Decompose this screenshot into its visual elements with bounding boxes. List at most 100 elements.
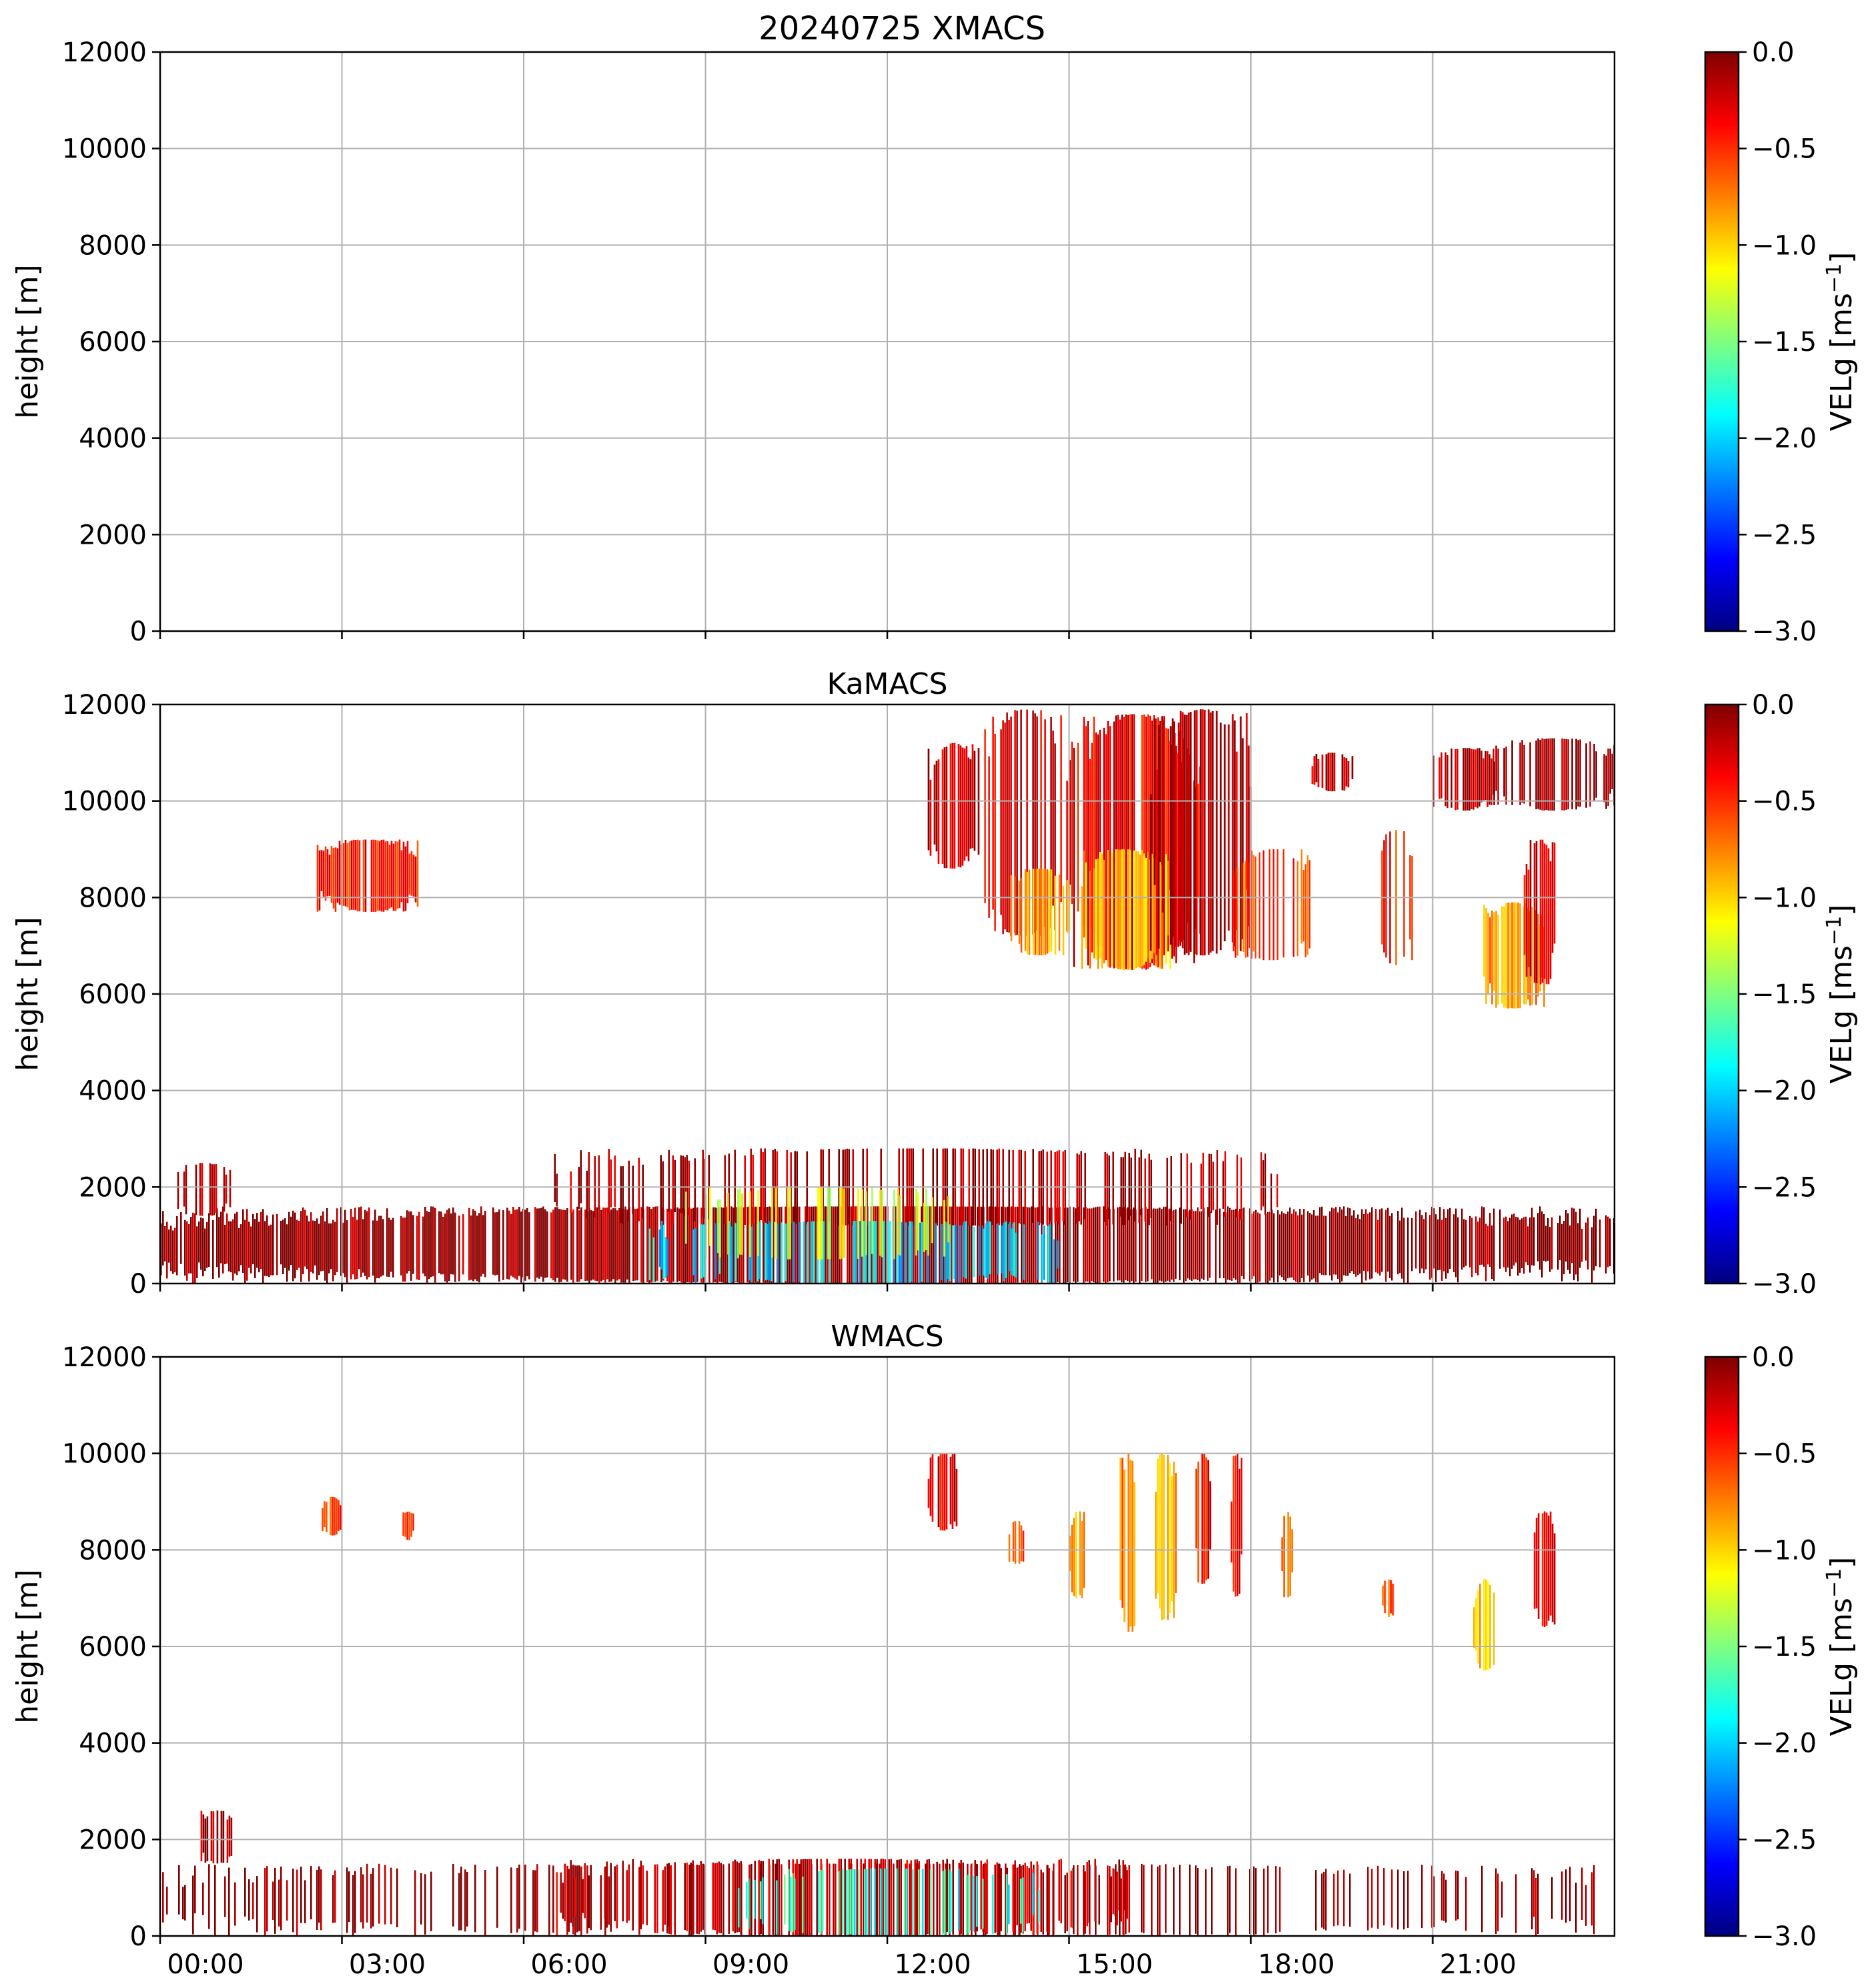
velocity-column bbox=[310, 1212, 312, 1272]
velocity-column bbox=[1513, 1213, 1515, 1266]
velocity-column bbox=[528, 1212, 530, 1280]
velocity-column bbox=[1115, 849, 1117, 968]
velocity-column bbox=[1085, 1207, 1087, 1282]
velocity-column bbox=[971, 1875, 974, 1931]
velocity-column bbox=[696, 1865, 698, 1934]
velocity-column bbox=[1429, 1215, 1431, 1280]
velocity-column bbox=[1531, 907, 1533, 1005]
velocity-column bbox=[602, 1207, 604, 1280]
velocity-column bbox=[1487, 1225, 1489, 1265]
velocity-column bbox=[1539, 839, 1542, 985]
velocity-column bbox=[1030, 1861, 1032, 1931]
velocity-column bbox=[350, 1209, 352, 1280]
velocity-column bbox=[905, 1869, 908, 1936]
velocity-column bbox=[919, 1222, 921, 1283]
velocity-column bbox=[1110, 1876, 1112, 1923]
velocity-column bbox=[444, 1213, 446, 1282]
velocity-column bbox=[610, 1209, 612, 1282]
velocity-column bbox=[1040, 1869, 1042, 1932]
velocity-column bbox=[921, 1221, 923, 1282]
velocity-column bbox=[1495, 1868, 1497, 1935]
velocity-column bbox=[804, 1859, 806, 1936]
velocity-column bbox=[987, 1221, 989, 1280]
velocity-column bbox=[228, 1221, 230, 1272]
velocity-column bbox=[718, 1861, 720, 1933]
velocity-column bbox=[1143, 1865, 1145, 1933]
velocity-column bbox=[300, 1211, 302, 1282]
velocity-column bbox=[1044, 869, 1047, 955]
velocity-column bbox=[1012, 1865, 1014, 1932]
velocity-column bbox=[334, 1497, 336, 1536]
velocity-column bbox=[963, 748, 966, 861]
velocity-column bbox=[440, 1211, 442, 1275]
velocity-column bbox=[446, 1209, 448, 1284]
velocity-column bbox=[816, 1859, 818, 1936]
velocity-column bbox=[975, 1876, 978, 1927]
velocity-column bbox=[1159, 1865, 1161, 1935]
velocity-column bbox=[1425, 1212, 1427, 1270]
velocity-column bbox=[462, 1214, 464, 1275]
velocity-column bbox=[1036, 1861, 1038, 1934]
velocity-column bbox=[674, 1159, 676, 1212]
velocity-column bbox=[1165, 854, 1167, 965]
velocity-column bbox=[1023, 1224, 1025, 1280]
velocity-column bbox=[484, 1870, 486, 1935]
velocity-column bbox=[398, 839, 401, 909]
velocity-column bbox=[430, 1871, 432, 1931]
velocity-column bbox=[1311, 766, 1314, 785]
velocity-column bbox=[1483, 905, 1485, 977]
velocity-column bbox=[1116, 1871, 1118, 1926]
velocity-column bbox=[1194, 710, 1196, 954]
velocity-column bbox=[1081, 1521, 1083, 1598]
velocity-column bbox=[929, 1869, 932, 1936]
velocity-column bbox=[612, 1208, 614, 1280]
velocity-column bbox=[1443, 1209, 1445, 1272]
velocity-column bbox=[1105, 1209, 1107, 1284]
velocity-column bbox=[286, 1224, 288, 1282]
velocity-column bbox=[250, 1226, 252, 1274]
velocity-column bbox=[1133, 851, 1135, 970]
velocity-column bbox=[709, 1187, 711, 1246]
velocity-column bbox=[164, 1226, 166, 1262]
echo-region bbox=[1493, 738, 1614, 811]
velocity-column bbox=[720, 1863, 722, 1934]
velocity-column bbox=[1569, 1225, 1571, 1274]
velocity-column bbox=[372, 839, 375, 912]
velocity-column bbox=[1200, 709, 1202, 956]
velocity-column bbox=[342, 843, 345, 906]
velocity-column bbox=[1169, 1463, 1171, 1613]
velocity-column bbox=[890, 1859, 892, 1935]
velocity-column bbox=[244, 1867, 246, 1917]
velocity-column bbox=[1243, 1207, 1245, 1280]
velocity-column bbox=[833, 1863, 835, 1936]
velocity-column bbox=[1537, 1513, 1540, 1619]
velocity-column bbox=[1347, 761, 1350, 788]
velocity-column bbox=[229, 1169, 231, 1207]
velocity-column bbox=[568, 1869, 570, 1932]
velocity-column bbox=[248, 1221, 250, 1268]
velocity-column bbox=[1581, 1228, 1583, 1262]
velocity-column bbox=[837, 1206, 839, 1284]
velocity-column bbox=[1476, 748, 1479, 809]
velocity-column bbox=[715, 1223, 717, 1280]
velocity-column bbox=[1208, 1153, 1210, 1217]
velocity-column bbox=[648, 1228, 651, 1280]
velocity-column bbox=[883, 1221, 885, 1284]
velocity-column bbox=[1122, 1157, 1124, 1225]
velocity-column bbox=[1384, 1580, 1386, 1614]
y-axis-label: height [m] bbox=[11, 917, 45, 1071]
velocity-column bbox=[422, 1216, 424, 1274]
velocity-column bbox=[775, 1880, 778, 1935]
y-tick-label: 6000 bbox=[79, 1632, 147, 1662]
velocity-column bbox=[1333, 1873, 1335, 1927]
velocity-column bbox=[1042, 869, 1045, 955]
velocity-column bbox=[1076, 1153, 1078, 1224]
velocity-column bbox=[1207, 1460, 1210, 1579]
velocity-column bbox=[626, 1209, 628, 1280]
velocity-column bbox=[980, 1861, 982, 1930]
velocity-column bbox=[178, 1865, 180, 1915]
colorbar-tick-label: −0.5 bbox=[1752, 787, 1817, 817]
velocity-column bbox=[628, 1207, 630, 1283]
velocity-column bbox=[945, 747, 948, 869]
